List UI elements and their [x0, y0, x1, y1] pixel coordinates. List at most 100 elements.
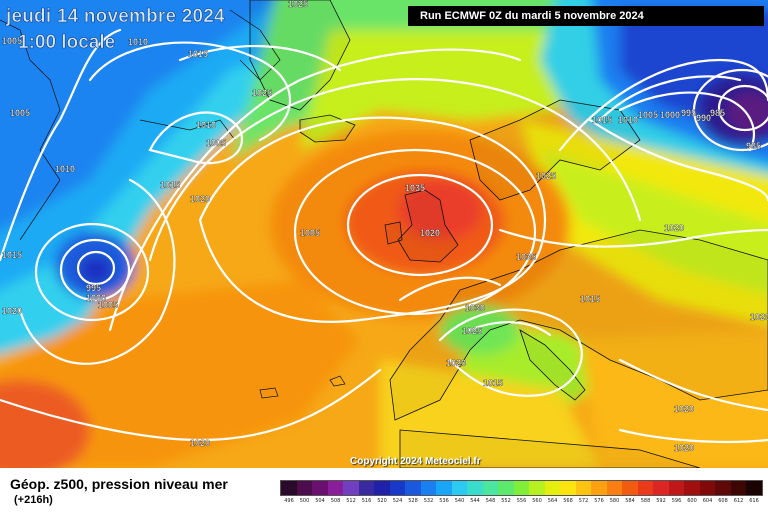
legend-label: 612 — [733, 498, 744, 504]
legend-swatch: 548 — [482, 481, 498, 504]
legend-label: 564 — [547, 498, 558, 504]
legend-label: 616 — [749, 498, 759, 504]
isobar-label: 995 — [681, 108, 696, 118]
legend-label: 608 — [718, 498, 728, 504]
legend-label: 560 — [532, 498, 542, 504]
legend-label: 528 — [408, 498, 418, 504]
legend-swatch: 568 — [560, 481, 576, 504]
legend-label: 512 — [346, 498, 356, 504]
isobar-label: 1025 — [536, 171, 556, 181]
legend-label: 544 — [470, 498, 480, 504]
isobar-label: 1000 — [660, 110, 680, 120]
legend-swatch: 608 — [715, 481, 731, 504]
lead-time-label: (+216h) — [14, 494, 53, 506]
isobar-label: 985 — [746, 141, 761, 151]
legend-swatch: 540 — [451, 481, 467, 504]
legend-swatch: 544 — [467, 481, 483, 504]
copyright-text: Copyright 2024 Meteociel.fr — [350, 456, 481, 467]
isobar-label: 1015 — [2, 250, 22, 260]
footer-panel: Géop. z500, pression niveau mer (+216h) … — [0, 468, 768, 512]
geopotential-map: 1025 1010 1015 1005 1025 1010 1005 1010 … — [0, 0, 768, 468]
map-variable-title: Géop. z500, pression niveau mer — [10, 476, 228, 492]
legend-swatch: 616 — [746, 481, 762, 504]
isobar-label: 1020 — [664, 223, 684, 233]
legend-label: 496 — [284, 498, 294, 504]
forecast-date-title: jeudi 14 novembre 2024 — [6, 6, 225, 28]
coastline-detail — [0, 9, 346, 399]
isobar-label: 1020 — [750, 312, 768, 322]
isobar-label: 1015 — [483, 378, 503, 388]
isobar-label: 1000 — [86, 293, 106, 303]
legend-swatch: 592 — [653, 481, 669, 504]
isobar-label: 1035 — [405, 183, 425, 193]
isobar-label: 1005 — [2, 36, 22, 46]
legend-swatch: 580 — [606, 481, 622, 504]
legend-swatch: 528 — [405, 481, 421, 504]
legend-label: 588 — [640, 498, 651, 504]
legend-swatch: 552 — [498, 481, 514, 504]
legend-swatch: 596 — [668, 481, 684, 504]
isobar-label: 1035 — [516, 252, 536, 262]
legend-label: 536 — [439, 498, 449, 504]
isobar-label: 1015 — [160, 180, 180, 190]
legend-label: 604 — [702, 498, 713, 504]
legend-swatch: 560 — [529, 481, 545, 504]
legend-swatch: 576 — [591, 481, 607, 504]
isobar-label: 1020 — [190, 438, 210, 448]
isobar-label: 1015 — [188, 49, 208, 59]
legend-label: 548 — [485, 498, 496, 504]
legend-swatch: 584 — [622, 481, 638, 504]
legend-swatch: 520 — [374, 481, 390, 504]
legend-label: 580 — [609, 498, 620, 504]
legend-label: 600 — [687, 498, 697, 504]
forecast-time-title: 1:00 locale — [18, 32, 116, 54]
legend-swatch: 564 — [544, 481, 560, 504]
legend-swatch: 504 — [312, 481, 328, 504]
legend-label: 516 — [361, 498, 372, 504]
legend-swatch: 588 — [637, 481, 653, 504]
isobar-label: 1020 — [190, 194, 210, 204]
isobar-label: 1030 — [465, 303, 485, 313]
legend-label: 504 — [315, 498, 325, 504]
legend-swatch: 508 — [327, 481, 343, 504]
isobar-labels: 1025 1010 1015 1005 1025 1010 1005 1010 … — [2, 0, 768, 453]
isobar-label: 990 — [696, 113, 711, 123]
legend-label: 568 — [563, 498, 573, 504]
legend-swatch: 532 — [420, 481, 436, 504]
isobar-label: 1015 — [592, 115, 612, 125]
legend-swatch: 536 — [436, 481, 452, 504]
isobar-label: 985 — [710, 108, 725, 118]
legend-label: 540 — [454, 498, 465, 504]
legend-label: 584 — [625, 498, 635, 504]
legend-label: 592 — [656, 498, 666, 504]
color-scale-legend: 496 500 504 508 512 516 520 524 528 532 536 540 544 5… — [280, 480, 763, 504]
isobar-label: 1005 — [98, 300, 118, 310]
isobar-label: 1020 — [420, 228, 440, 238]
legend-label: 520 — [377, 498, 387, 504]
legend-label: 532 — [423, 498, 434, 504]
isobar-label: 995 — [86, 283, 101, 293]
legend-swatch: 572 — [575, 481, 591, 504]
isobar-label: 1005 — [638, 110, 658, 120]
isobar-label: 1020 — [674, 404, 694, 414]
legend-label: 556 — [516, 498, 527, 504]
legend-swatch: 512 — [343, 481, 359, 504]
legend-swatch: 524 — [389, 481, 405, 504]
isobar-label: 1020 — [446, 358, 466, 368]
run-info-banner: Run ECMWF 0Z du mardi 5 novembre 2024 — [408, 6, 764, 26]
isobar-label: 1025 — [252, 88, 272, 98]
isobar-label: 1010 — [618, 115, 638, 125]
isobar-label: 1025 — [288, 0, 308, 9]
isobar-label: 1005 — [10, 108, 30, 118]
legend-swatch: 500 — [296, 481, 312, 504]
isobar-label: 1010 — [196, 120, 216, 130]
isobar-label: 1010 — [55, 164, 75, 174]
legend-swatch: 556 — [513, 481, 529, 504]
legend-swatch: 496 — [281, 481, 297, 504]
isobar-label: 1020 — [2, 306, 22, 316]
isobar-label: 1015 — [580, 294, 600, 304]
legend-label: 500 — [299, 498, 310, 504]
legend-label: 524 — [392, 498, 403, 504]
isobar-label: 1025 — [462, 326, 482, 336]
